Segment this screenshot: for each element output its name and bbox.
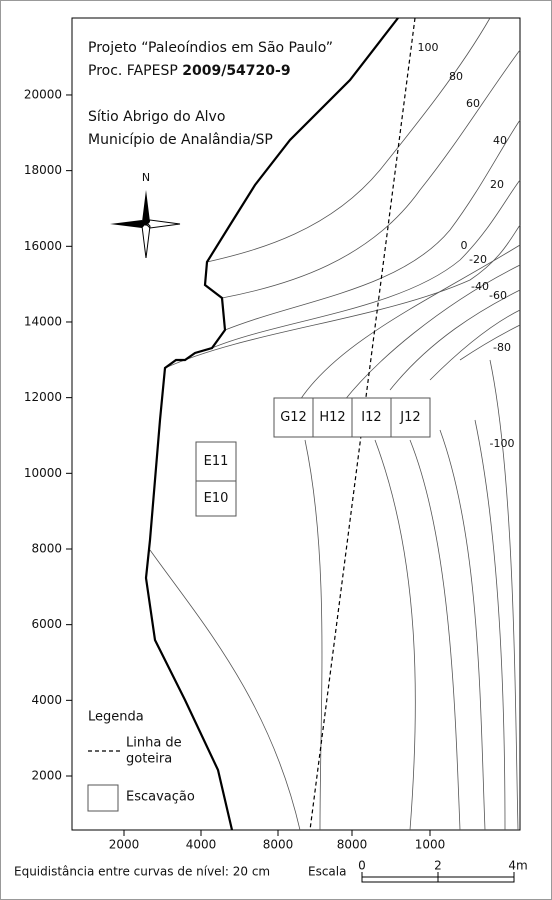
contour-label: -80 [493, 341, 511, 354]
y-tick-label: 10000 [24, 466, 62, 480]
map-frame [71, 17, 521, 831]
legend: Legenda Linha de goteira Escavação [87, 710, 195, 812]
scale-tick: 0 [358, 859, 366, 873]
excavation-unit [195, 480, 237, 517]
contours [149, 17, 521, 831]
unit-label: H12 [319, 410, 345, 425]
unit-label: E11 [204, 454, 229, 469]
north-arrow: N [110, 171, 181, 259]
scale-tick: 2 [434, 859, 442, 873]
header-line: Proc. FAPESP 2009/54720-9 [88, 63, 291, 79]
contour-label: -60 [489, 289, 507, 302]
contour-label: 20 [490, 178, 504, 191]
unit-label: G12 [280, 410, 307, 425]
y-tick-label: 6000 [31, 617, 62, 631]
unit-label: E10 [204, 491, 229, 506]
y-tick-label: 2000 [31, 769, 62, 783]
excavation-unit [390, 397, 431, 438]
excavation-unit [195, 441, 237, 482]
y-tick-label: 20000 [24, 87, 62, 101]
x-tick-label: 8000 [263, 838, 294, 852]
unit-label: J12 [399, 410, 420, 425]
y-tick-label: 4000 [31, 693, 62, 707]
header-line: Sítio Abrigo do Alvo [88, 109, 225, 125]
header: Projeto “Paleoíndios em São Paulo” Proc.… [88, 40, 333, 148]
scale-tick: 4m [508, 859, 527, 873]
scale-title: Escala [308, 865, 346, 879]
contour-label: -100 [490, 437, 515, 450]
x-tick-label: 1000 [415, 838, 446, 852]
header-line: Município de Analândia/SP [88, 132, 273, 148]
contour-label: -20 [469, 253, 487, 266]
north-label: N [142, 171, 150, 184]
x-tick-label: 4000 [186, 838, 217, 852]
header-text: Proc. FAPESP [88, 63, 182, 79]
legend-label: Linha de [126, 736, 182, 751]
excavation-unit [351, 397, 392, 438]
legend-title: Legenda [88, 710, 144, 725]
unit-label: I12 [361, 410, 381, 425]
contour-label: 80 [449, 70, 463, 83]
x-tick-label: 8000 [337, 838, 368, 852]
header-text: 2009/54720-9 [182, 63, 290, 79]
excavation-unit [273, 397, 314, 438]
y-tick-label: 12000 [24, 390, 62, 404]
footer: Equidistância entre curvas de nível: 20 … [14, 865, 270, 879]
y-tick-label: 14000 [24, 314, 62, 328]
contour-label: 60 [466, 97, 480, 110]
legend-label: Escavação [126, 790, 195, 805]
y-tick-label: 16000 [24, 239, 62, 253]
legend-label: goteira [126, 752, 172, 767]
contour-label: 0 [461, 239, 468, 252]
contour-label: -40 [471, 280, 489, 293]
y-tick-label: 18000 [24, 163, 62, 177]
y-tick-label: 8000 [31, 541, 62, 555]
x-tick-label: 2000 [109, 838, 140, 852]
shelter-outline [144, 17, 399, 831]
scale: Escala 0 2 4m [308, 859, 528, 883]
contour-label: 40 [493, 134, 507, 147]
excavation-unit [312, 397, 353, 438]
header-line: Projeto “Paleoíndios em São Paulo” [88, 40, 333, 56]
contour-label: 100 [418, 41, 439, 54]
